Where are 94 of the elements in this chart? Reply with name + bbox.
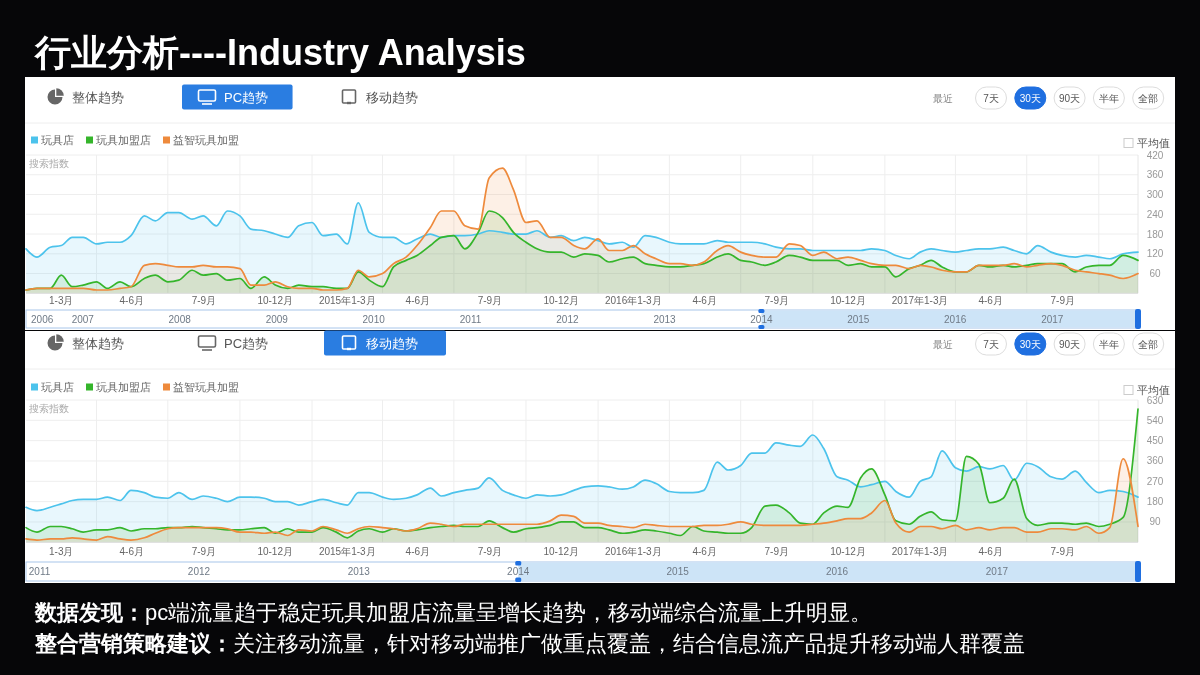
y-tick-label: 300 — [1146, 189, 1164, 201]
x-tick-label: 7-9月 — [191, 294, 217, 306]
x2-tick-label: 2011 — [459, 313, 482, 325]
x-tick-label: 4-6月 — [692, 294, 717, 306]
text: 整合营销策略建议：关注移动流量，针对移动端推广做重点覆盖，结合信息流产品提升移动端人群覆盖 — [34, 630, 1025, 656]
text: PC趋势 — [224, 335, 269, 351]
x-tick-label: 10-12月 — [830, 294, 866, 306]
legend-label: 玩具加盟店 — [96, 381, 151, 393]
x-tick-label: 1-3月 — [49, 294, 74, 306]
text: 全部 — [1138, 338, 1159, 350]
text: 整体趋势 — [72, 89, 124, 105]
y-tick-label: 240 — [1146, 208, 1164, 220]
text: 移动趋势 — [366, 335, 418, 351]
x-tick-label: 4-6月 — [405, 294, 431, 306]
x-tick-label: 4-6月 — [405, 545, 431, 557]
text: 最近 — [933, 92, 953, 104]
x2-tick-label: 2014 — [750, 313, 773, 325]
text: 90天 — [1059, 92, 1081, 104]
y-tick-label: 360 — [1146, 169, 1164, 181]
x-tick-label: 1-3月 — [49, 545, 74, 557]
x2-tick-label: 2015 — [666, 566, 690, 577]
text: 半年 — [1098, 338, 1119, 350]
x2-tick-label: 2017 — [1041, 313, 1064, 325]
x2-tick-label: 2015 — [847, 313, 870, 325]
text: 半年 — [1098, 92, 1119, 104]
text: 7天 — [983, 92, 999, 104]
y-tick-label: 540 — [1146, 414, 1164, 426]
x2-tick-label: 2014 — [507, 566, 530, 577]
y-tick-label: 90 — [1149, 516, 1161, 528]
x2-tick-label: 2007 — [71, 313, 95, 325]
text: 移动趋势 — [366, 89, 418, 105]
x2-tick-label: 2009 — [265, 313, 289, 325]
legend-label: 益智玩具加盟 — [173, 381, 239, 393]
x-tick-label: 2016年1-3月 — [604, 545, 662, 557]
x-tick-label: 4-6月 — [119, 545, 145, 557]
x2-tick-label: 2012 — [187, 566, 211, 577]
x-tick-label: 7-9月 — [477, 294, 503, 306]
x-tick-label: 7-9月 — [764, 545, 789, 557]
text: 7天 — [983, 338, 999, 350]
y-tick-label: 270 — [1146, 475, 1164, 487]
x-tick-label: 10-12月 — [257, 294, 293, 306]
text: 90天 — [1059, 338, 1081, 350]
chart-title: 行业分析----Industry Analysis — [34, 31, 526, 73]
x2-tick-label: 2011 — [28, 566, 51, 577]
x2-tick-label: 2010 — [362, 313, 386, 325]
x-tick-label: 10-12月 — [257, 545, 293, 557]
x-tick-label: 7-9月 — [477, 545, 503, 557]
x-tick-label: 4-6月 — [119, 294, 145, 306]
text: 整体趋势 — [72, 335, 124, 351]
x-tick-label: 10-12月 — [543, 294, 580, 306]
text: 30天 — [1019, 338, 1041, 350]
x-tick-label: 7-9月 — [764, 294, 789, 306]
x-tick-label: 2015年1-3月 — [318, 545, 376, 557]
y-tick-label: 120 — [1146, 248, 1164, 260]
text: 全部 — [1138, 92, 1159, 104]
y-axis-title: 搜索指数 — [29, 402, 69, 414]
legend-label: 玩具店 — [41, 381, 74, 393]
x-tick-label: 10-12月 — [830, 545, 866, 557]
legend-label: 玩具加盟店 — [96, 134, 151, 146]
x-tick-label: 2017年1-3月 — [891, 545, 949, 557]
y-tick-label: 180 — [1146, 496, 1164, 508]
y-axis-title: 搜索指数 — [29, 157, 69, 169]
x2-tick-label: 2013 — [653, 313, 677, 325]
x-tick-label: 7-9月 — [191, 545, 217, 557]
text: 平均值 — [1137, 384, 1170, 396]
x-tick-label: 2017年1-3月 — [891, 294, 949, 306]
x-tick-label: 2016年1-3月 — [604, 294, 662, 306]
x-tick-label: 2015年1-3月 — [318, 294, 376, 306]
y-tick-label: 60 — [1149, 268, 1161, 280]
x2-tick-label: 2016 — [825, 566, 849, 577]
x2-tick-label: 2013 — [347, 566, 371, 577]
text: 平均值 — [1137, 137, 1170, 149]
x-tick-label: 7-9月 — [1050, 294, 1075, 306]
text: 30天 — [1019, 92, 1041, 104]
x-tick-label: 4-6月 — [692, 545, 717, 557]
x2-tick-label: 2008 — [168, 313, 192, 325]
legend-label: 益智玩具加盟 — [173, 134, 239, 146]
text: 数据发现：pc端流量趋于稳定玩具加盟店流量呈增长趋势，移动端综合流量上升明显。 — [34, 599, 873, 625]
y-tick-label: 630 — [1146, 394, 1164, 406]
x2-tick-label: 2012 — [556, 313, 579, 325]
x-tick-label: 10-12月 — [543, 545, 580, 557]
x2-tick-label: 2017 — [985, 566, 1009, 577]
text: PC趋势 — [224, 89, 269, 105]
x-tick-label: 4-6月 — [978, 545, 1003, 557]
y-tick-label: 450 — [1146, 435, 1164, 447]
x2-tick-label: 2016 — [944, 313, 967, 325]
text: 最近 — [933, 338, 953, 350]
y-tick-label: 360 — [1146, 455, 1164, 467]
y-tick-label: 420 — [1146, 149, 1164, 161]
x2-tick-label: 2006 — [31, 313, 54, 325]
x-tick-label: 7-9月 — [1050, 545, 1075, 557]
y-tick-label: 180 — [1146, 228, 1164, 240]
x-tick-label: 4-6月 — [978, 294, 1003, 306]
legend-label: 玩具店 — [41, 134, 74, 146]
